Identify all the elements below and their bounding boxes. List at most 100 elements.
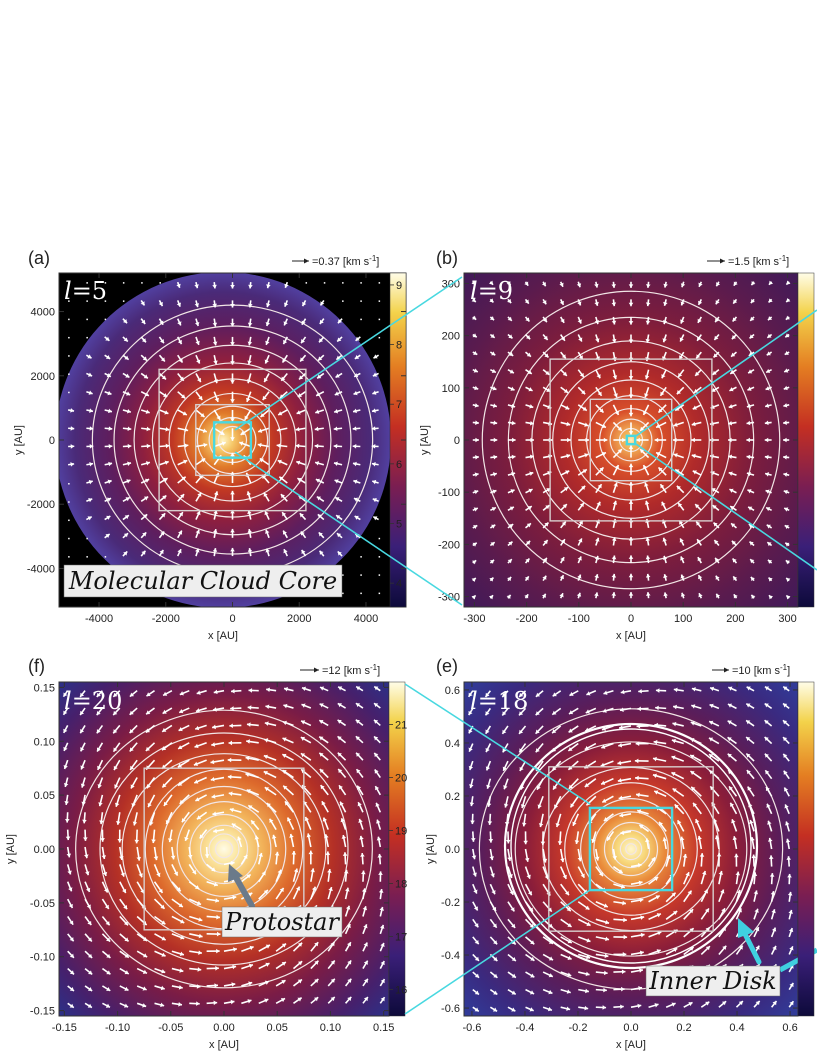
panel-a-annotation: Molecular Cloud Core — [68, 567, 337, 595]
velocity-vector — [360, 300, 362, 302]
velocity-vector — [140, 550, 147, 557]
velocity-vector — [136, 1002, 147, 1008]
velocity-vector — [628, 445, 634, 458]
velocity-vector — [340, 817, 347, 830]
velocity-vector — [728, 404, 737, 409]
velocity-vector — [264, 786, 277, 796]
y-tick-label: 2000 — [31, 371, 55, 383]
panel-b-density-map — [464, 273, 798, 607]
velocity-vector — [240, 427, 252, 436]
velocity-vector — [177, 391, 186, 399]
velocity-vector — [97, 777, 104, 789]
velocity-vector — [648, 894, 661, 903]
velocity-vector — [378, 537, 381, 540]
velocity-vector — [507, 403, 516, 409]
velocity-vector — [213, 689, 225, 695]
velocity-vector — [788, 982, 794, 991]
velocity-vector — [265, 318, 271, 327]
velocity-vector — [662, 537, 667, 546]
velocity-vector — [559, 299, 565, 306]
velocity-vector — [179, 794, 190, 805]
velocity-vector — [677, 369, 685, 378]
velocity-vector — [645, 316, 651, 325]
x-tick-label: -0.15 — [52, 1022, 77, 1034]
velocity-vector — [712, 369, 720, 376]
contour-line — [625, 843, 637, 855]
velocity-vector — [246, 373, 252, 384]
velocity-vector — [542, 351, 550, 359]
velocity-vector — [206, 931, 221, 937]
velocity-vector — [211, 794, 225, 799]
velocity-vector — [537, 795, 544, 809]
velocity-vector — [568, 725, 579, 733]
velocity-vector — [67, 933, 75, 942]
velocity-vector — [574, 831, 580, 845]
velocity-vector — [700, 907, 710, 920]
velocity-vector — [783, 507, 790, 512]
velocity-vector — [714, 557, 720, 564]
velocity-vector — [280, 372, 288, 382]
velocity-vector — [179, 689, 190, 696]
velocity-vector — [524, 848, 530, 862]
velocity-vector — [260, 409, 270, 418]
velocity-vector — [68, 391, 70, 394]
velocity-vector — [68, 318, 70, 321]
panel-b-xlabel: x [AU] — [616, 630, 646, 642]
velocity-vector — [606, 830, 615, 842]
velocity-vector — [177, 443, 189, 448]
velocity-vector — [371, 426, 379, 431]
velocity-vector — [344, 978, 352, 987]
velocity-vector — [195, 409, 205, 418]
velocity-vector — [735, 1000, 744, 1008]
velocity-vector — [535, 707, 544, 716]
velocity-vector — [86, 537, 88, 540]
velocity-vector — [360, 556, 362, 558]
velocity-vector — [525, 404, 534, 409]
velocity-vector — [503, 796, 509, 808]
velocity-vector — [782, 753, 790, 762]
velocity-vector — [195, 548, 200, 557]
velocity-vector — [628, 299, 634, 307]
velocity-vector — [119, 915, 129, 926]
velocity-vector — [335, 372, 343, 379]
velocity-vector — [585, 707, 597, 714]
velocity-vector — [524, 901, 534, 913]
velocity-vector — [472, 918, 479, 928]
panel-f-xlabel: x [AU] — [209, 1039, 239, 1051]
velocity-vector — [784, 333, 790, 338]
velocity-vector — [262, 391, 270, 401]
contour-line — [176, 800, 272, 898]
velocity-vector — [154, 915, 166, 925]
velocity-vector — [310, 960, 319, 970]
velocity-vector — [490, 403, 498, 408]
velocity-vector — [595, 1005, 607, 1010]
velocity-vector — [119, 1002, 129, 1008]
velocity-vector — [151, 829, 156, 844]
panel-e-annotation-box — [645, 965, 781, 997]
velocity-vector — [102, 1002, 111, 1009]
velocity-vector — [275, 943, 287, 952]
velocity-vector — [275, 869, 282, 883]
x-tick-label: -0.10 — [105, 1022, 130, 1034]
velocity-vector — [766, 803, 773, 815]
velocity-vector — [213, 355, 218, 365]
velocity-vector — [680, 299, 685, 306]
velocity-vector — [551, 742, 562, 753]
velocity-vector — [293, 997, 303, 1004]
velocity-vector — [104, 408, 113, 414]
velocity-vector — [630, 880, 643, 885]
velocity-vector — [752, 872, 758, 885]
velocity-vector — [101, 950, 111, 959]
velocity-vector — [613, 986, 625, 992]
velocity-vector — [518, 690, 527, 698]
connector-a-b-bottom — [234, 451, 463, 606]
velocity-vector — [341, 834, 347, 848]
velocity-vector — [662, 334, 667, 343]
velocity-vector — [735, 889, 742, 902]
velocity-vector — [484, 707, 492, 716]
velocity-vector — [227, 774, 242, 780]
velocity-vector — [241, 963, 254, 970]
velocity-vector — [718, 870, 724, 885]
velocity-vector — [518, 707, 527, 716]
velocity-vector — [672, 704, 684, 710]
